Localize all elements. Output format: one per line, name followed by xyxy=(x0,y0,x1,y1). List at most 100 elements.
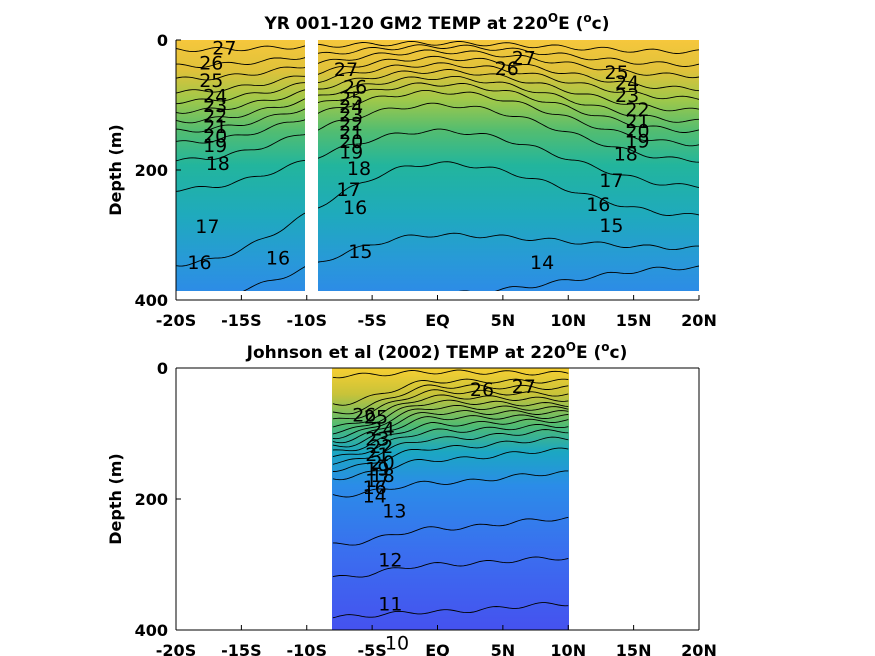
top-ylabel: Depth (m) xyxy=(106,124,125,216)
isotherm-27 xyxy=(332,369,569,379)
x-tick-label: -10S xyxy=(287,641,327,656)
x-tick-label: -15S xyxy=(221,311,261,330)
contour-label: 18 xyxy=(614,143,638,165)
contour-label: 15 xyxy=(599,215,623,237)
x-tick-label: 5N xyxy=(491,311,516,330)
top-ticks: -20S -15S -10S -5S EQ 5N 10N 15N 20N 0 200 400 xyxy=(135,31,717,330)
isotherm-18 xyxy=(332,418,569,452)
bottom-field xyxy=(332,368,569,630)
contour-label: 25 xyxy=(605,62,629,84)
bottom-isotherms xyxy=(332,369,569,619)
contour-label: 26 xyxy=(352,405,376,427)
contour-label: 19 xyxy=(625,130,649,152)
contour-label: 18 xyxy=(206,153,230,175)
x-tick-label: 15N xyxy=(616,311,652,330)
isotherm-19 xyxy=(176,119,305,144)
contour-label: 22 xyxy=(625,99,649,121)
isotherm-26 xyxy=(318,44,699,67)
x-tick-label: 10N xyxy=(550,311,586,330)
contour-label: 24 xyxy=(371,419,395,441)
bottom-title: Johnson et al (2002) TEMP at 220OE (oc) xyxy=(246,340,628,363)
contour-label: 20 xyxy=(203,126,227,148)
x-tick-label: 5N xyxy=(491,641,516,656)
top-panel: YR 001-120 GM2 TEMP at 220OE (oc) 272625… xyxy=(106,11,717,330)
contour-label: 17 xyxy=(337,179,361,201)
isotherm-14 xyxy=(458,265,699,291)
isotherm-16 xyxy=(176,212,305,267)
y-tick-label: 200 xyxy=(135,490,168,509)
contour-label: 25 xyxy=(339,88,363,110)
isotherm-23 xyxy=(176,82,305,105)
isotherm-16 xyxy=(332,429,569,465)
isotherm-25 xyxy=(176,66,305,81)
contour-label: 24 xyxy=(339,96,363,118)
isotherm-23 xyxy=(332,394,569,428)
x-tick-label: 10N xyxy=(550,641,586,656)
isotherm-19 xyxy=(318,89,699,147)
contour-label: 16 xyxy=(187,252,211,274)
top-field-south xyxy=(176,40,305,291)
contour-label: 25 xyxy=(364,407,388,429)
y-tick-label: 0 xyxy=(157,31,168,50)
contour-label: 26 xyxy=(470,379,494,401)
isotherm-19 xyxy=(332,414,569,448)
contour-label: 16 xyxy=(363,477,387,499)
contour-label: 24 xyxy=(203,85,227,107)
contour-label: 11 xyxy=(378,593,402,615)
contour-label: 27 xyxy=(512,376,536,398)
isotherm-12 xyxy=(332,516,569,546)
contour-label: 20 xyxy=(339,131,363,153)
x-tick-label: EQ xyxy=(425,311,450,330)
contour-label: 21 xyxy=(365,444,389,466)
contour-label: 25 xyxy=(199,70,223,92)
contour-label: 24 xyxy=(615,72,639,94)
contour-label: 23 xyxy=(615,85,639,107)
contour-label: 15 xyxy=(348,241,372,263)
contour-label: 13 xyxy=(382,500,406,522)
isotherm-14 xyxy=(332,447,569,481)
isotherm-11 xyxy=(332,556,569,578)
isotherm-18 xyxy=(318,102,699,163)
contour-label: 23 xyxy=(365,428,389,450)
x-tick-label: -5S xyxy=(357,311,386,330)
contour-label: 22 xyxy=(369,436,393,458)
isotherm-27 xyxy=(176,45,305,53)
isotherm-26 xyxy=(176,57,305,68)
contour-label: 26 xyxy=(495,58,519,80)
contour-label: 19 xyxy=(203,135,227,157)
isotherm-24 xyxy=(332,389,569,420)
isotherm-24 xyxy=(176,75,305,94)
isotherm-24 xyxy=(318,55,699,92)
isotherm-22 xyxy=(176,89,305,114)
contour-label: 23 xyxy=(339,104,363,126)
contour-label: 19 xyxy=(339,141,363,163)
isotherm-27 xyxy=(318,41,699,54)
isotherm-16 xyxy=(318,161,699,216)
top-isotherms-north xyxy=(318,41,699,291)
isotherm-22 xyxy=(332,399,569,435)
x-tick-label: -20S xyxy=(156,311,196,330)
contour-label: 26 xyxy=(343,76,367,98)
isotherm-18 xyxy=(176,134,305,162)
x-tick-label: 15N xyxy=(616,641,652,656)
contour-label: 18 xyxy=(347,158,371,180)
contour-label: 22 xyxy=(339,113,363,135)
contour-label: 17 xyxy=(195,216,219,238)
contour-label: 21 xyxy=(625,111,649,133)
contour-label: 19 xyxy=(365,458,389,480)
top-field-north xyxy=(318,40,699,291)
isotherm-25 xyxy=(318,49,699,79)
isotherm-20 xyxy=(318,82,699,133)
contour-label: 16 xyxy=(343,197,367,219)
bottom-ticks: -20S -15S -10S -5S EQ 5N 10N 15N 20N 0 200 400 xyxy=(135,359,717,656)
isotherm-13 xyxy=(332,470,569,498)
x-tick-label: -10S xyxy=(287,311,327,330)
isotherm-26 xyxy=(332,378,569,406)
contour-label: 10 xyxy=(385,633,409,655)
isotherm-23 xyxy=(318,62,699,100)
isotherm-15 xyxy=(332,436,569,472)
isotherm-21 xyxy=(318,75,699,123)
isotherm-10 xyxy=(332,602,569,619)
